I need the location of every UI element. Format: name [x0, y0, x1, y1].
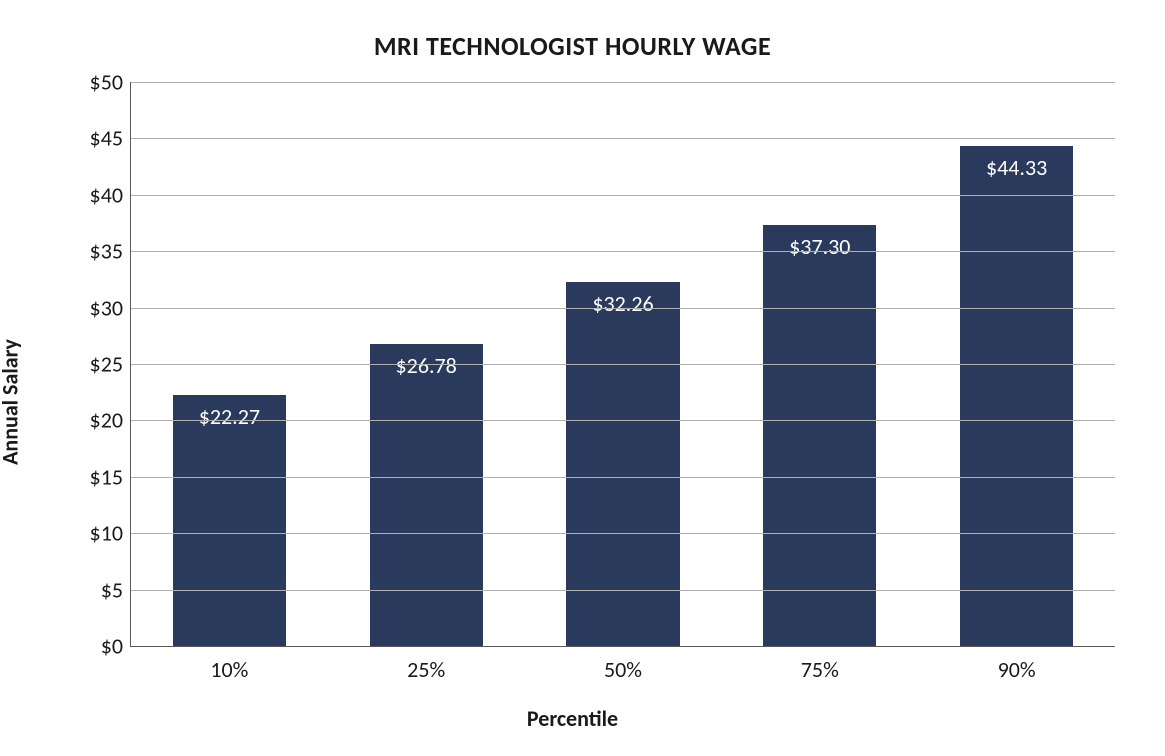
y-tick-label: $50: [90, 69, 131, 96]
bar: $44.33: [960, 146, 1073, 646]
x-axis-label: Percentile: [527, 705, 618, 732]
gridline: [131, 138, 1115, 139]
bar: $22.27: [173, 395, 286, 646]
gridline: [131, 82, 1115, 83]
chart-title: MRI TECHNOLOGIST HOURLY WAGE: [20, 30, 1125, 62]
gridline: [131, 195, 1115, 196]
bar: $37.30: [763, 225, 876, 646]
x-tick-label: 75%: [801, 646, 839, 683]
x-tick-label: 50%: [604, 646, 642, 683]
y-tick-label: $25: [90, 351, 131, 378]
plot-area: $22.27$26.78$32.26$37.30$44.33 $0$5$10$1…: [130, 82, 1115, 647]
x-tick-label: 10%: [210, 646, 248, 683]
x-tick-label: 25%: [407, 646, 445, 683]
gridline: [131, 420, 1115, 421]
y-tick-label: $15: [90, 463, 131, 490]
bar: $26.78: [370, 344, 483, 646]
gridline: [131, 533, 1115, 534]
bar-value-label: $32.26: [592, 290, 653, 317]
gridline: [131, 590, 1115, 591]
bar-value-label: $37.30: [789, 233, 850, 260]
chart-container: MRI TECHNOLOGIST HOURLY WAGE Annual Sala…: [0, 0, 1165, 756]
gridline: [131, 477, 1115, 478]
bar-value-label: $44.33: [986, 154, 1047, 181]
bar-value-label: $26.78: [396, 352, 457, 379]
plot-wrapper: Annual Salary $22.27$26.78$32.26$37.30$4…: [20, 82, 1125, 722]
gridline: [131, 251, 1115, 252]
bar: $32.26: [566, 282, 679, 646]
y-axis-label: Annual Salary: [0, 339, 24, 465]
x-tick-label: 90%: [998, 646, 1036, 683]
y-tick-label: $30: [90, 294, 131, 321]
y-tick-label: $35: [90, 238, 131, 265]
bar-value-label: $22.27: [199, 403, 260, 430]
y-tick-label: $5: [101, 576, 131, 603]
y-tick-label: $40: [90, 181, 131, 208]
y-tick-label: $20: [90, 407, 131, 434]
gridline: [131, 364, 1115, 365]
gridline: [131, 308, 1115, 309]
y-tick-label: $45: [90, 125, 131, 152]
y-tick-label: $10: [90, 520, 131, 547]
y-tick-label: $0: [101, 633, 131, 660]
